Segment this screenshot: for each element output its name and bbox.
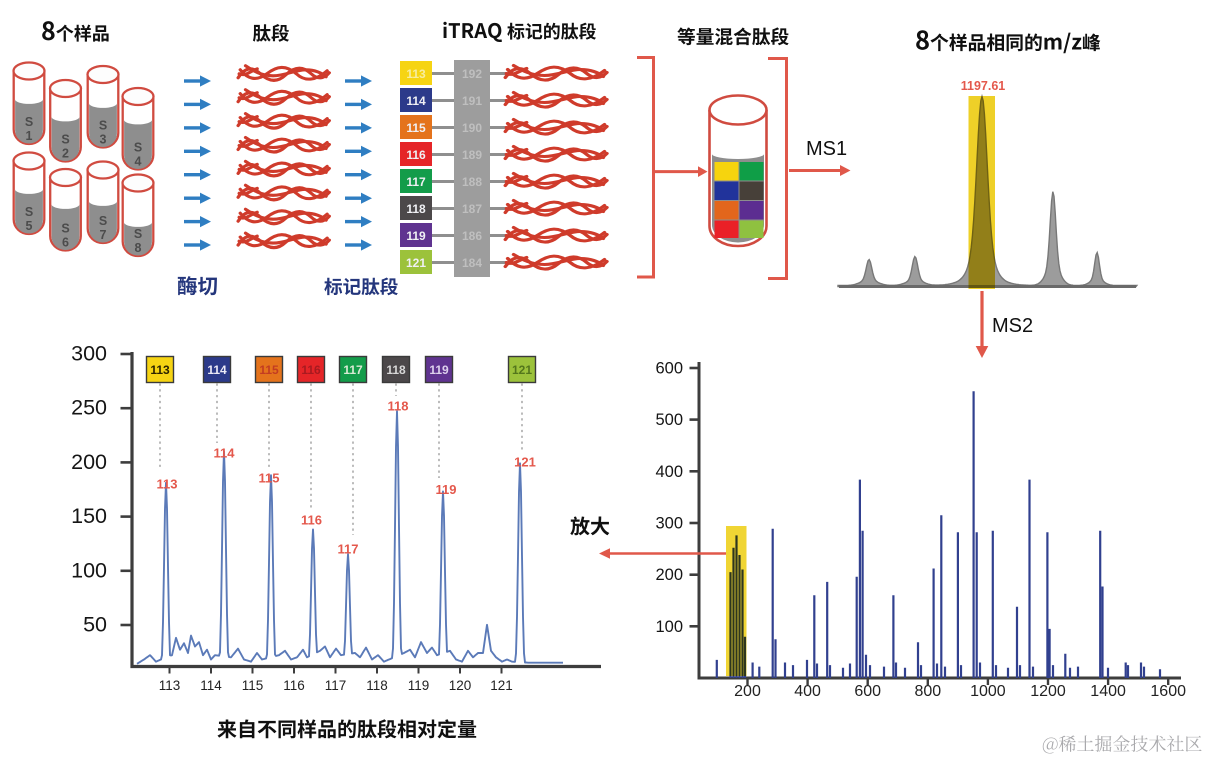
svg-text:1600: 1600: [1150, 683, 1186, 700]
svg-text:300: 300: [71, 342, 107, 366]
svg-text:118: 118: [388, 399, 409, 414]
svg-text:1400: 1400: [1090, 683, 1126, 700]
svg-text:250: 250: [71, 396, 107, 420]
svg-text:113: 113: [406, 67, 426, 81]
svg-text:116: 116: [301, 513, 322, 528]
svg-text:50: 50: [83, 613, 107, 637]
svg-text:S: S: [134, 227, 142, 241]
svg-text:184: 184: [462, 256, 482, 270]
svg-text:118: 118: [386, 363, 406, 377]
svg-text:MS2: MS2: [992, 315, 1033, 337]
svg-text:119: 119: [408, 678, 430, 693]
svg-text:121: 121: [490, 678, 513, 693]
svg-text:186: 186: [462, 229, 482, 243]
svg-text:188: 188: [462, 175, 482, 189]
svg-text:1: 1: [26, 129, 33, 143]
svg-text:191: 191: [462, 94, 482, 108]
svg-text:119: 119: [429, 363, 449, 377]
svg-text:3: 3: [100, 133, 107, 147]
svg-text:190: 190: [462, 121, 482, 135]
svg-text:113: 113: [150, 363, 170, 377]
svg-text:115: 115: [242, 678, 264, 693]
svg-text:100: 100: [71, 558, 107, 582]
svg-text:5: 5: [26, 219, 33, 233]
svg-text:500: 500: [655, 411, 683, 429]
svg-text:2: 2: [62, 147, 69, 161]
svg-text:200: 200: [655, 566, 683, 584]
svg-text:S: S: [61, 222, 69, 236]
svg-text:1197.61: 1197.61: [961, 79, 1006, 93]
svg-text:118: 118: [366, 678, 388, 693]
svg-text:MS1: MS1: [806, 138, 847, 160]
svg-text:115: 115: [259, 363, 279, 377]
svg-text:192: 192: [462, 67, 482, 81]
svg-text:150: 150: [71, 504, 107, 528]
svg-text:S: S: [134, 141, 142, 155]
svg-text:7: 7: [100, 228, 107, 242]
svg-text:119: 119: [406, 229, 426, 243]
svg-text:114: 114: [214, 446, 236, 461]
svg-text:117: 117: [343, 363, 363, 377]
svg-text:S: S: [99, 214, 107, 228]
svg-text:121: 121: [406, 256, 426, 270]
svg-text:400: 400: [655, 463, 683, 481]
svg-text:200: 200: [71, 450, 107, 474]
svg-text:114: 114: [200, 678, 222, 693]
svg-text:114: 114: [406, 94, 426, 108]
svg-text:1000: 1000: [970, 683, 1006, 700]
svg-text:113: 113: [157, 477, 178, 492]
svg-text:116: 116: [301, 363, 321, 377]
svg-text:S: S: [61, 133, 69, 147]
svg-text:115: 115: [406, 121, 426, 135]
svg-text:300: 300: [655, 515, 683, 533]
svg-text:187: 187: [462, 202, 482, 216]
svg-text:S: S: [99, 119, 107, 133]
svg-text:113: 113: [159, 678, 181, 693]
svg-text:600: 600: [655, 360, 683, 378]
svg-text:S: S: [25, 205, 33, 219]
svg-text:120: 120: [449, 678, 472, 693]
svg-text:6: 6: [62, 236, 69, 250]
svg-text:S: S: [25, 115, 33, 129]
svg-text:8: 8: [135, 241, 142, 255]
svg-text:118: 118: [406, 202, 426, 216]
svg-text:115: 115: [259, 471, 280, 486]
svg-text:117: 117: [338, 542, 359, 557]
svg-text:200: 200: [734, 683, 761, 700]
svg-text:117: 117: [406, 175, 426, 189]
svg-text:100: 100: [655, 618, 683, 636]
svg-text:4: 4: [135, 155, 142, 169]
svg-text:400: 400: [794, 683, 821, 700]
svg-text:121: 121: [512, 363, 532, 377]
svg-text:119: 119: [436, 482, 457, 497]
svg-text:1200: 1200: [1030, 683, 1066, 700]
svg-text:117: 117: [325, 678, 347, 693]
svg-text:116: 116: [283, 678, 305, 693]
svg-text:114: 114: [207, 363, 227, 377]
svg-text:189: 189: [462, 148, 482, 162]
svg-text:121: 121: [514, 455, 536, 470]
svg-text:600: 600: [854, 683, 881, 700]
svg-text:116: 116: [406, 148, 426, 162]
svg-text:800: 800: [914, 683, 941, 700]
